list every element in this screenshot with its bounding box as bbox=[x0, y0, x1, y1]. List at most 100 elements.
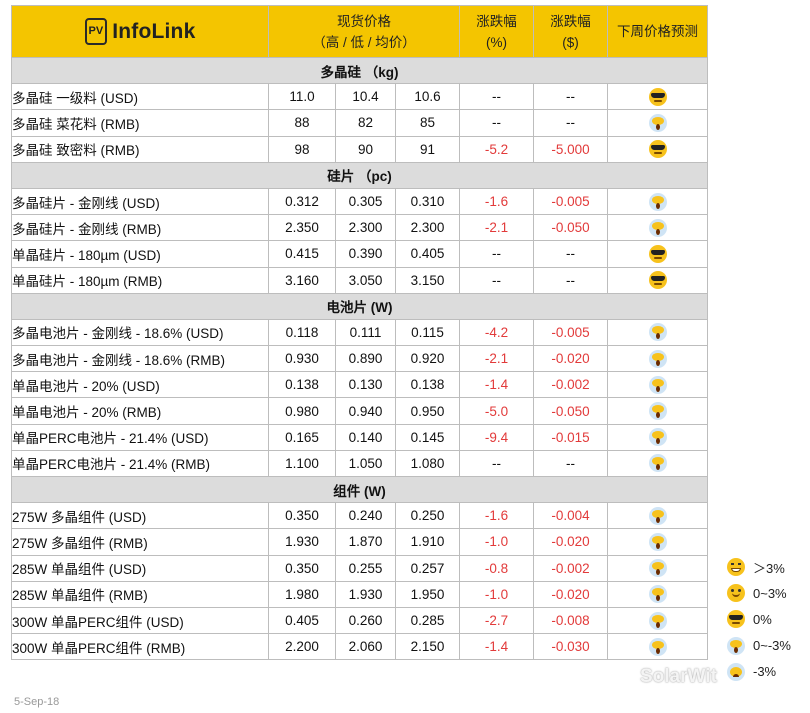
change-abs: -0.020 bbox=[533, 580, 608, 608]
change-abs: -0.004 bbox=[533, 502, 608, 530]
product-name: 单晶硅片 - 180µm (USD) bbox=[11, 240, 269, 268]
price-avg: 3.150 bbox=[395, 266, 460, 294]
legend-item: 0~3% bbox=[723, 580, 810, 606]
price-low: 2.060 bbox=[335, 633, 396, 661]
product-name: 单晶硅片 - 180µm (RMB) bbox=[11, 266, 269, 294]
forecast-header: 下周价格预测 bbox=[607, 5, 708, 58]
table-row: 单晶电池片 - 20% (USD) 0.138 0.130 0.138 -1.4 -0.0… bbox=[11, 371, 708, 399]
table-row: 300W 单晶PERC组件 (USD) 0.405 0.260 0.285 -2.7 -0… bbox=[11, 606, 708, 635]
table-row: 多晶硅片 - 金刚线 (RMB) 2.350 2.300 2.300 -2.1 -0.05… bbox=[11, 214, 708, 242]
infolink-logo: PV InfoLink bbox=[12, 18, 268, 45]
price-low: 0.305 bbox=[335, 187, 396, 216]
legend-label: 0% bbox=[753, 611, 772, 627]
change-pct: -2.1 bbox=[459, 214, 534, 242]
table-row: 300W 单晶PERC组件 (RMB) 2.200 2.060 2.150 -1.4 -0… bbox=[11, 633, 708, 661]
cool-face-icon bbox=[648, 271, 667, 290]
change-abs: -0.020 bbox=[533, 528, 608, 556]
change-abs: -0.008 bbox=[533, 606, 608, 635]
forecast-cell bbox=[607, 371, 708, 399]
table-row: 单晶电池片 - 20% (RMB) 0.980 0.940 0.950 -5.0 -0.0… bbox=[11, 397, 708, 425]
change-abs: -0.050 bbox=[533, 397, 608, 425]
change-abs: -0.002 bbox=[533, 371, 608, 399]
legend-item: 0% bbox=[723, 606, 810, 632]
legend-label: -3% bbox=[753, 664, 777, 680]
forecast-cell bbox=[607, 633, 708, 661]
scream-face-icon bbox=[648, 375, 667, 394]
change-abs: -5.000 bbox=[533, 135, 608, 163]
price-low: 0.111 bbox=[335, 318, 396, 347]
price-high: 0.405 bbox=[268, 606, 336, 635]
table-row: 单晶PERC电池片 - 21.4% (RMB) 1.100 1.050 1.080 --… bbox=[11, 449, 708, 478]
section-title: 电池片 (W) bbox=[11, 292, 708, 320]
section-title: 多晶硅 （kg) bbox=[11, 56, 708, 85]
price-low: 0.130 bbox=[335, 371, 396, 399]
forecast-cell bbox=[607, 187, 708, 216]
product-name: 多晶硅片 - 金刚线 (USD) bbox=[11, 187, 269, 216]
price-low: 0.140 bbox=[335, 423, 396, 451]
price-high: 0.980 bbox=[268, 397, 336, 425]
scream-face-icon bbox=[648, 637, 667, 656]
change-pct: -4.2 bbox=[459, 318, 534, 347]
forecast-legend: ＞3% 0~3% 0% 0~-3% -3% bbox=[723, 554, 810, 685]
price-low: 0.940 bbox=[335, 397, 396, 425]
scream-face-icon bbox=[648, 349, 667, 368]
price-high: 1.980 bbox=[268, 580, 336, 608]
forecast-cell bbox=[607, 345, 708, 373]
price-avg: 0.950 bbox=[395, 397, 460, 425]
table-row: 275W 多晶组件 (USD) 0.350 0.240 0.250 -1.6 -0.004 bbox=[11, 502, 708, 530]
section-header-row: 组件 (W) bbox=[11, 475, 708, 504]
change-abs: -0.002 bbox=[533, 554, 608, 582]
product-name: 300W 单晶PERC组件 (RMB) bbox=[11, 633, 269, 661]
change-pct: -- bbox=[459, 266, 534, 294]
price-high: 98 bbox=[268, 135, 336, 163]
scream-face-icon bbox=[648, 559, 667, 578]
table-row: 多晶硅 菜花料 (RMB) 88 82 85 -- -- bbox=[11, 109, 708, 137]
change-abs: -- bbox=[533, 240, 608, 268]
change-pct: -- bbox=[459, 109, 534, 137]
price-avg: 91 bbox=[395, 135, 460, 163]
forecast-cell bbox=[607, 318, 708, 347]
price-avg: 1.950 bbox=[395, 580, 460, 608]
legend-label: 0~3% bbox=[753, 585, 787, 601]
product-name: 多晶硅 菜花料 (RMB) bbox=[11, 109, 269, 137]
section-header-row: 多晶硅 （kg) bbox=[11, 56, 708, 85]
cool-face-icon bbox=[648, 244, 667, 263]
table-row: 多晶电池片 - 金刚线 - 18.6% (USD) 0.118 0.111 0.115… bbox=[11, 318, 708, 347]
price-high: 2.200 bbox=[268, 633, 336, 661]
price-avg: 85 bbox=[395, 109, 460, 137]
change-pct: -- bbox=[459, 240, 534, 268]
change-pct: -1.0 bbox=[459, 580, 534, 608]
price-high: 0.138 bbox=[268, 371, 336, 399]
table-row: 单晶PERC电池片 - 21.4% (USD) 0.165 0.140 0.145 -9… bbox=[11, 423, 708, 451]
price-avg: 0.285 bbox=[395, 606, 460, 635]
scream-face-icon bbox=[648, 113, 667, 132]
price-high: 2.350 bbox=[268, 214, 336, 242]
price-avg: 0.138 bbox=[395, 371, 460, 399]
price-low: 0.890 bbox=[335, 345, 396, 373]
forecast-cell bbox=[607, 266, 708, 294]
change-abs-title: 涨跌幅 bbox=[550, 13, 591, 29]
price-avg: 0.250 bbox=[395, 502, 460, 530]
forecast-cell bbox=[607, 528, 708, 556]
table-row: 多晶硅片 - 金刚线 (USD) 0.312 0.305 0.310 -1.6 -0.00… bbox=[11, 187, 708, 216]
price-low: 1.930 bbox=[335, 580, 396, 608]
scream-face-icon bbox=[727, 636, 745, 655]
scream-face-icon bbox=[648, 323, 667, 342]
price-low: 10.4 bbox=[335, 83, 396, 111]
product-name: 多晶硅 致密料 (RMB) bbox=[11, 135, 269, 163]
change-pct: -1.6 bbox=[459, 187, 534, 216]
legend-label: ＞3% bbox=[753, 560, 785, 576]
forecast-cell bbox=[607, 214, 708, 242]
table-row: 多晶电池片 - 金刚线 - 18.6% (RMB) 0.930 0.890 0.920… bbox=[11, 345, 708, 373]
price-avg: 0.145 bbox=[395, 423, 460, 451]
scream-face-icon bbox=[648, 428, 667, 447]
price-high: 0.350 bbox=[268, 502, 336, 530]
change-pct: -2.1 bbox=[459, 345, 534, 373]
scream-face-icon bbox=[648, 532, 667, 551]
change-abs: -- bbox=[533, 449, 608, 478]
smile-face-icon bbox=[727, 584, 745, 603]
change-abs: -0.005 bbox=[533, 187, 608, 216]
change-abs: -0.005 bbox=[533, 318, 608, 347]
forecast-cell bbox=[607, 109, 708, 137]
price-high: 0.350 bbox=[268, 554, 336, 582]
